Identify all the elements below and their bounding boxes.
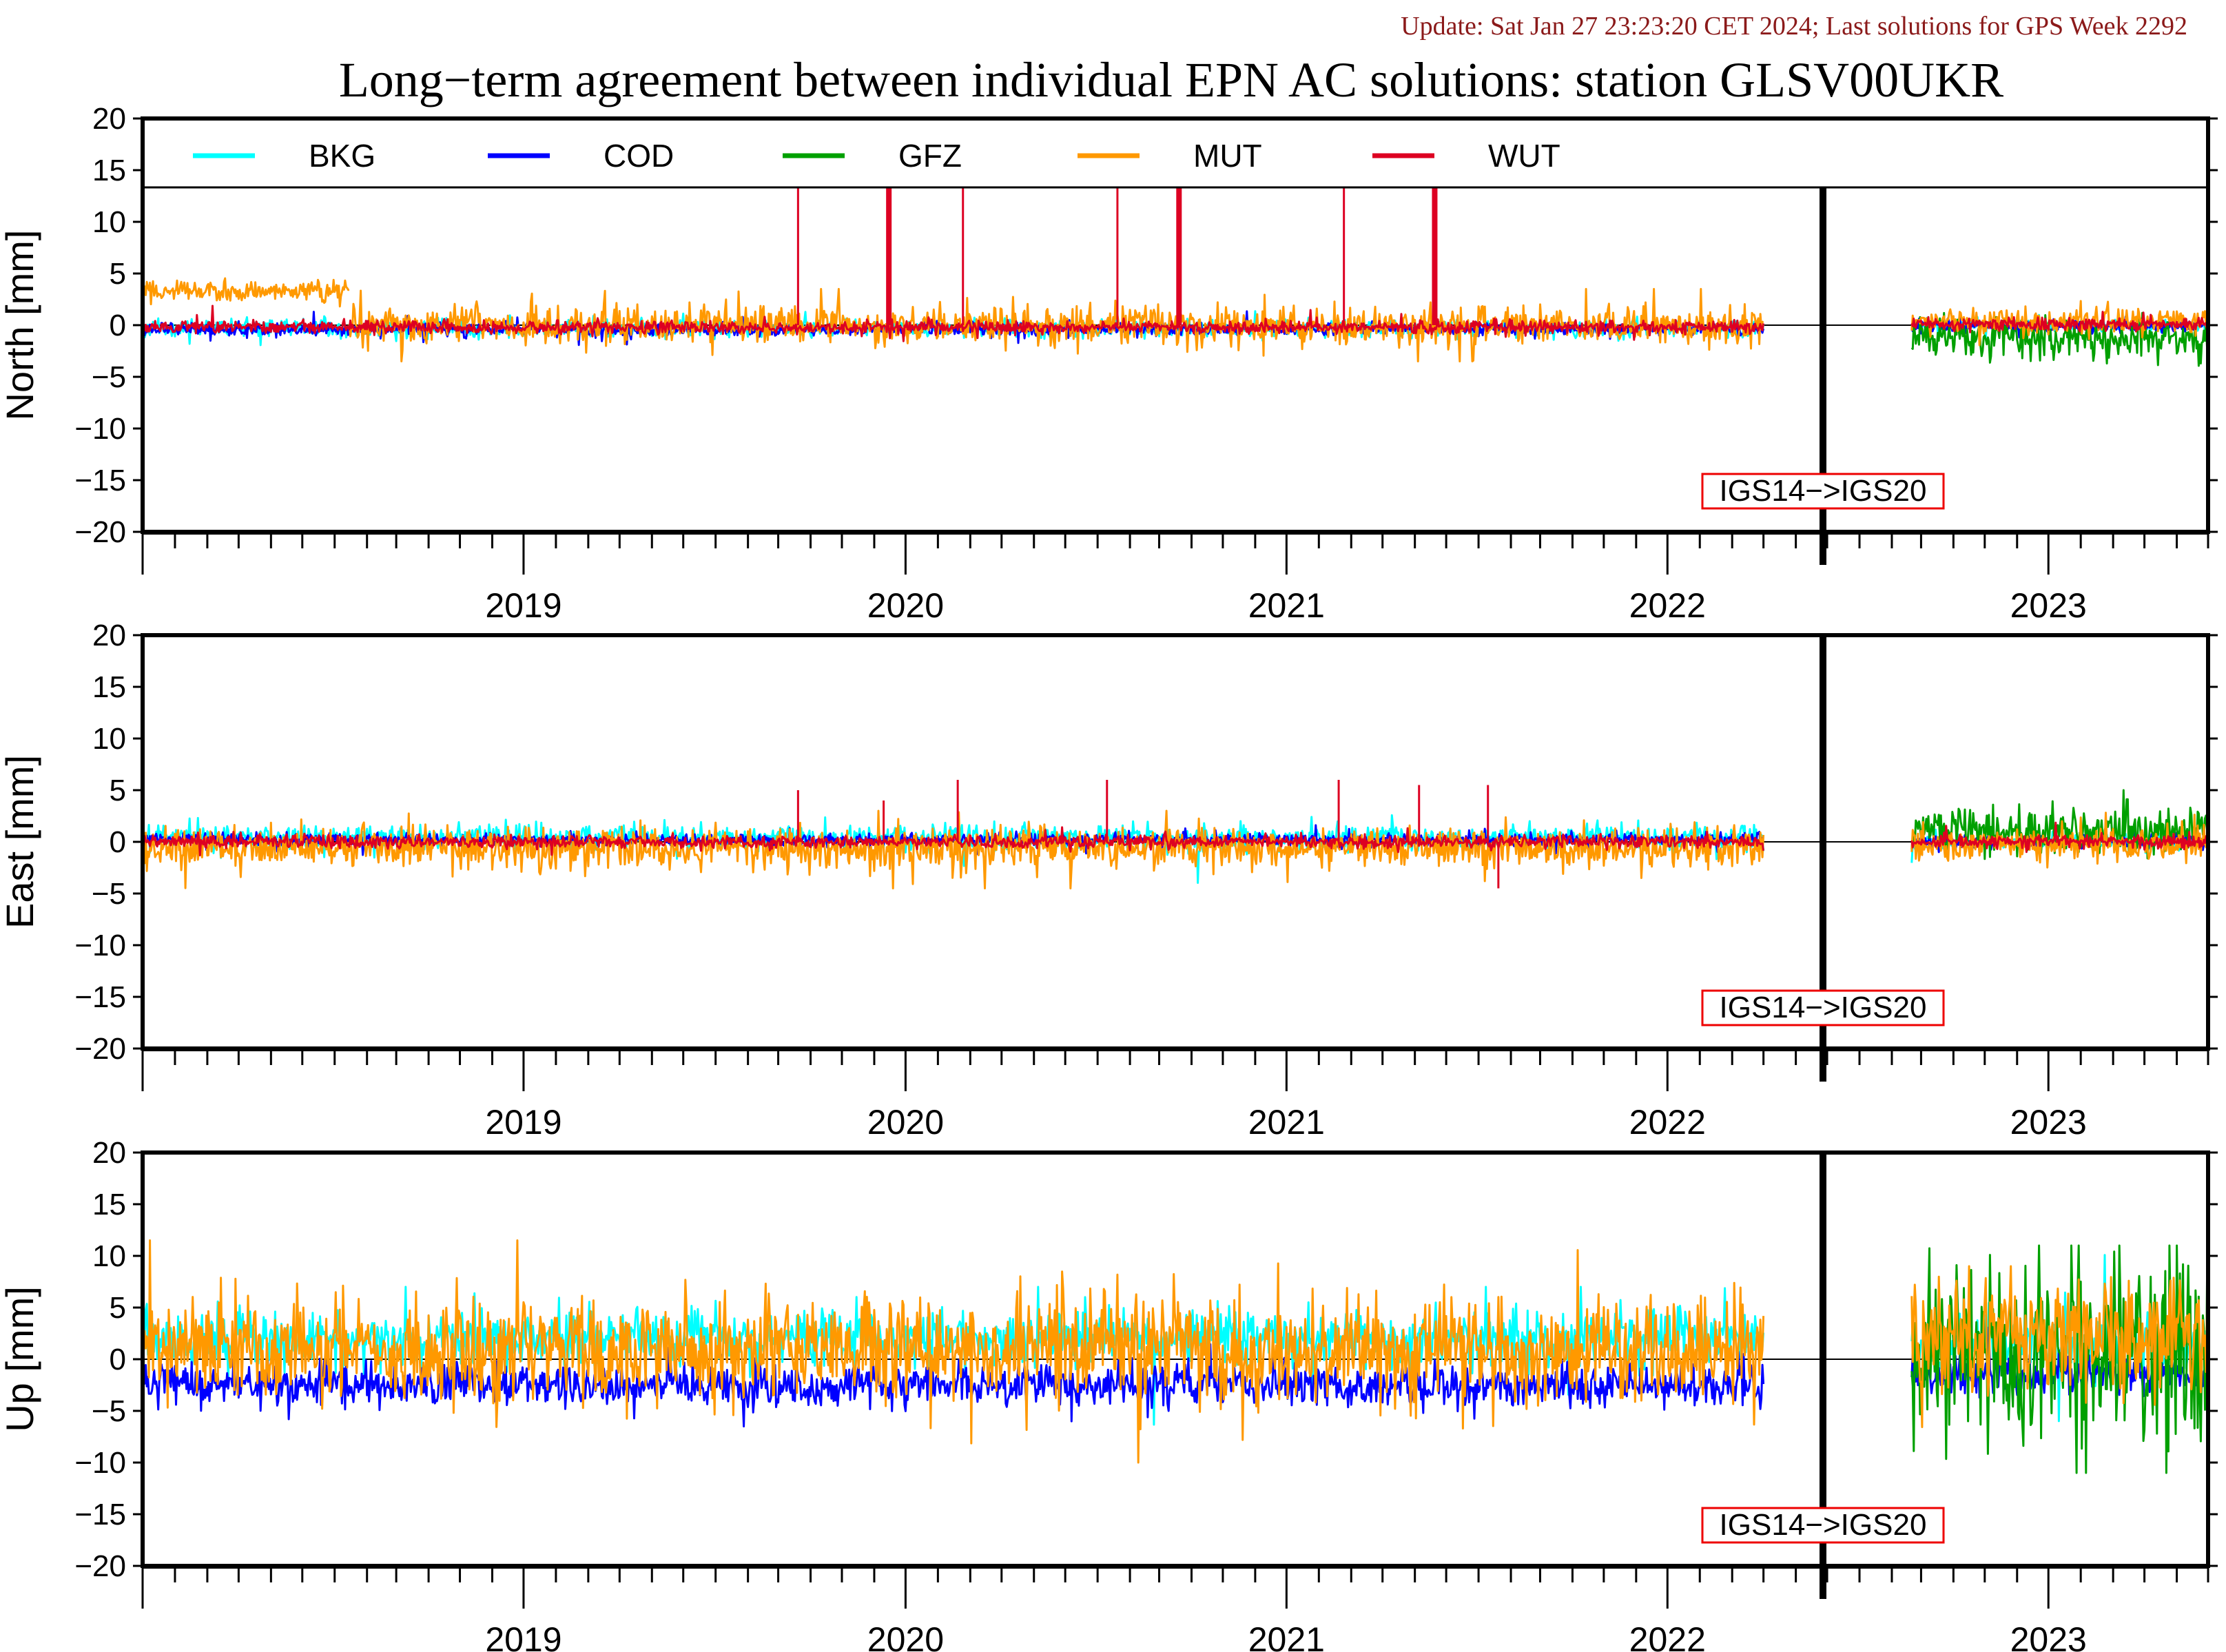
panel-east: IGS14−>IGS20 20 15 10 5 0 −5 −10 −15 −20 East [mm]… (0, 619, 2218, 1142)
x-year-label: 2023 (2010, 1103, 2087, 1142)
plot-area (143, 187, 2208, 367)
frame-change-label: IGS14−>IGS20 (1720, 474, 1927, 508)
y-tick-label: 20 (92, 102, 126, 136)
plot-area (143, 780, 2208, 889)
x-year-label: 2020 (867, 1103, 944, 1142)
y-tick-label: −5 (92, 877, 126, 911)
panel-north: IGS14−>IGS20 BKG COD GFZ MUT WUT 20 15 10 5 0 −5 −10… (0, 102, 2218, 625)
series-wut-line (1910, 821, 2208, 854)
y-tick-label: 5 (110, 774, 126, 807)
x-year-label: 2021 (1248, 586, 1325, 625)
x-year-label: 2019 (485, 586, 561, 625)
series-gfz-line (1910, 789, 2208, 860)
y-tick-label: 10 (92, 1239, 126, 1273)
y-tick-label: 15 (92, 154, 126, 187)
legend-label-mut: MUT (1193, 138, 1262, 174)
y-tick-label: −20 (74, 515, 126, 549)
series-wut-line (143, 826, 1765, 856)
y-tick-label: 0 (110, 1343, 126, 1376)
legend-label-cod: COD (604, 138, 674, 174)
y-tick-label: −15 (74, 1498, 126, 1531)
legend-label-wut: WUT (1488, 138, 1560, 174)
frame-change-label: IGS14−>IGS20 (1720, 991, 1927, 1024)
y-tick-label: 5 (110, 1291, 126, 1325)
y-tick-label: 0 (110, 825, 126, 859)
legend-label-gfz: GFZ (898, 138, 962, 174)
y-tick-label: −20 (74, 1549, 126, 1583)
frame-change-label-box (1701, 473, 1945, 510)
x-year-label: 2021 (1248, 1620, 1325, 1652)
plot-area (143, 1239, 2208, 1474)
y-tick-label: −10 (74, 929, 126, 962)
y-tick-label: −10 (74, 412, 126, 446)
frame-change-label-box (1701, 989, 1945, 1026)
y-axis-label: North [mm] (0, 230, 41, 421)
y-tick-label: 15 (92, 1188, 126, 1221)
y-tick-label: 10 (92, 722, 126, 756)
series-mut-line (143, 809, 1765, 889)
series-gfz-line (1910, 311, 2208, 367)
series-mut-line (1910, 1265, 2208, 1428)
series-mut-line (143, 1239, 1765, 1464)
y-tick-label: −15 (74, 980, 126, 1014)
y-tick-label: −5 (92, 360, 126, 394)
chart-title: Long−term agreement between individual E… (339, 52, 2003, 107)
y-tick-label: 10 (92, 205, 126, 239)
y-tick-label: 0 (110, 309, 126, 342)
series-wut-line (143, 304, 1765, 342)
y-tick-label: 15 (92, 670, 126, 704)
y-axis-label: East [mm] (0, 755, 41, 929)
y-tick-label: −15 (74, 464, 126, 497)
x-year-label: 2019 (485, 1620, 561, 1652)
x-year-label: 2022 (1629, 1620, 1706, 1652)
x-year-label: 2022 (1629, 1103, 1706, 1142)
frame-change-label: IGS14−>IGS20 (1720, 1508, 1927, 1542)
y-tick-label: 5 (110, 257, 126, 291)
legend-label-bkg: BKG (309, 138, 375, 174)
y-tick-label: −5 (92, 1394, 126, 1428)
series-wut-line (1910, 311, 2208, 333)
y-tick-label: 20 (92, 619, 126, 652)
x-year-label: 2020 (867, 586, 944, 625)
x-year-label: 2019 (485, 1103, 561, 1142)
x-year-label: 2023 (2010, 586, 2087, 625)
y-tick-label: 20 (92, 1136, 126, 1170)
panel-up: IGS14−>IGS20 20 15 10 5 0 −5 −10 −15 −20 Up [mm] 20… (0, 1136, 2218, 1652)
frame-change-label-box (1701, 1507, 1945, 1544)
update-text: Update: Sat Jan 27 23:23:20 CET 2024; La… (1401, 12, 2187, 41)
y-tick-label: −20 (74, 1032, 126, 1066)
y-tick-label: −10 (74, 1446, 126, 1480)
x-year-label: 2021 (1248, 1103, 1325, 1142)
series-mut-line (1910, 300, 2208, 347)
y-axis-label: Up [mm] (0, 1286, 41, 1432)
x-year-label: 2020 (867, 1620, 944, 1652)
series-mut-line (143, 277, 350, 308)
x-year-label: 2022 (1629, 586, 1706, 625)
x-year-label: 2023 (2010, 1620, 2087, 1652)
